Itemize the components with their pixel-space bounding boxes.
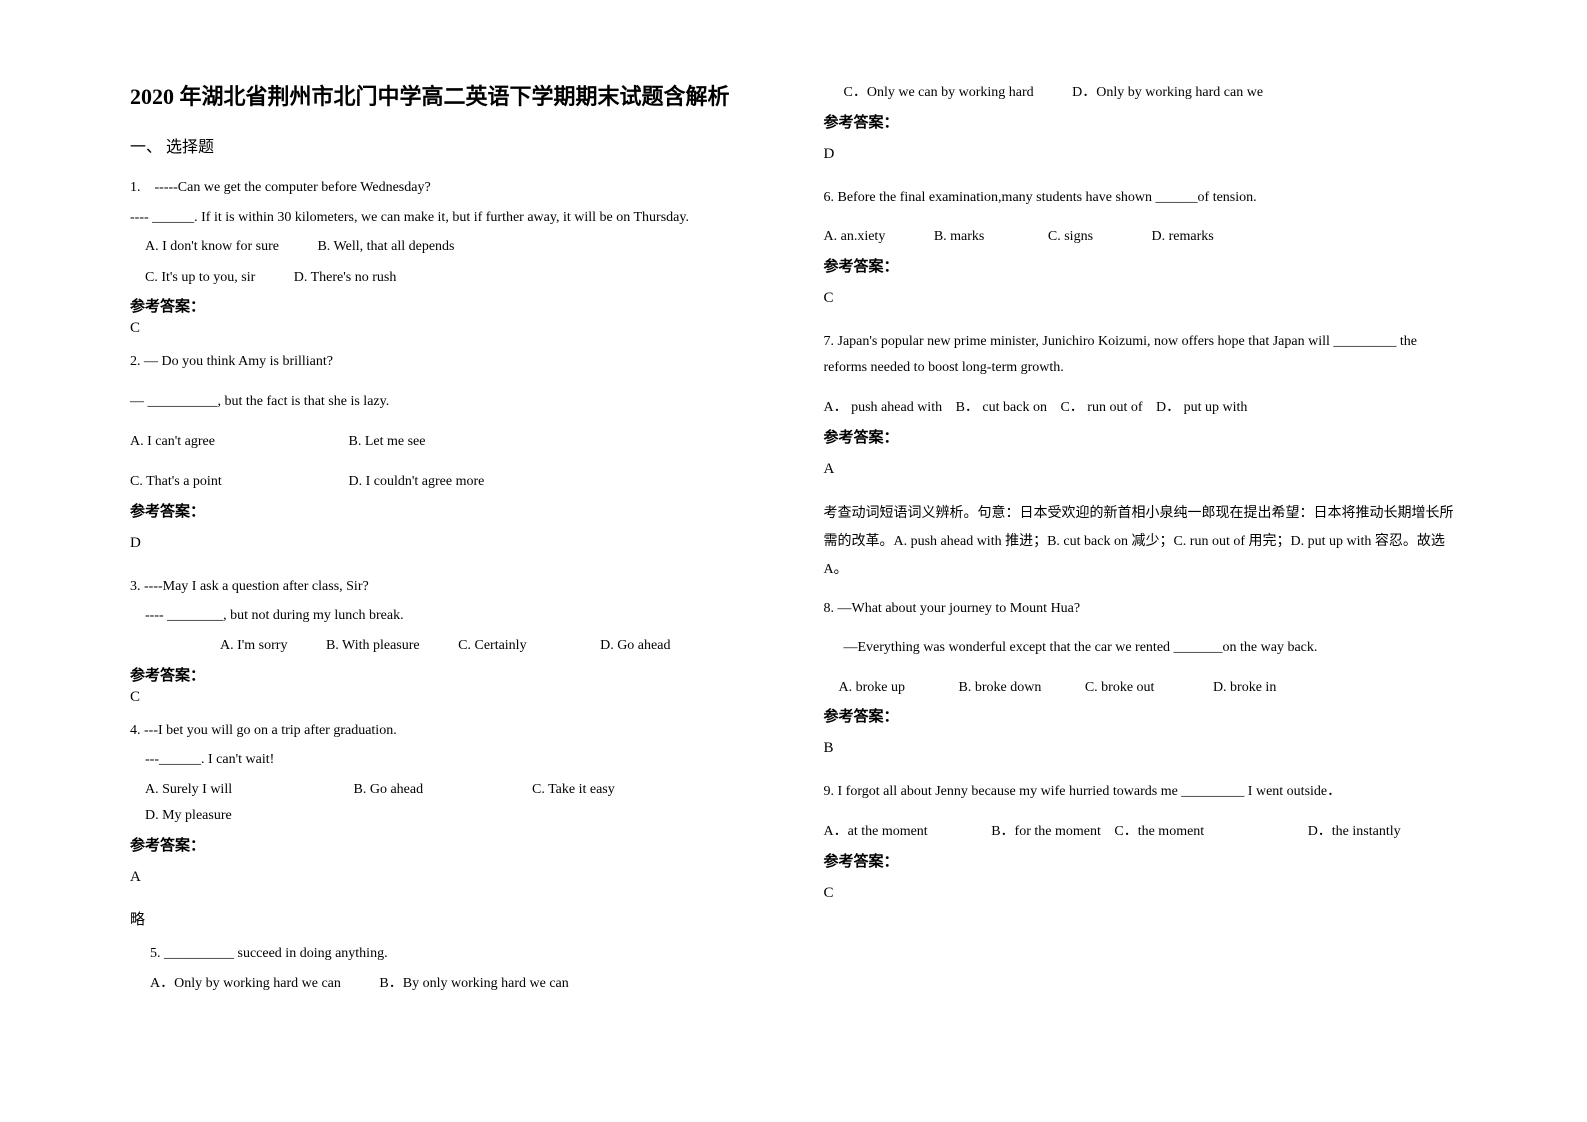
options-row: A. I can't agree B. Let me see [130,429,764,456]
option-b: B. Let me see [349,429,426,456]
options-row: A. I'm sorry B. With pleasure C. Certain… [130,633,764,660]
options-row: A. an.xiety B. marks C. signs D. remarks [824,224,1458,251]
answer-value: D [824,146,1458,163]
option-d: D. My pleasure [145,803,232,830]
option-d: D. I couldn't agree more [349,469,485,496]
question-6: 6. Before the final examination,many stu… [824,185,1458,212]
question-1-line2: ---- ______. If it is within 30 kilomete… [130,205,764,232]
option-a: A. broke up [839,675,906,702]
option-b: B. With pleasure [326,633,420,660]
option-b: B. marks [934,224,985,251]
question-4-line2: ---______. I can't wait! [130,747,764,774]
option-a: A．at the moment [824,819,928,846]
answer-value: C [130,320,764,337]
options-row: C. That's a point D. I couldn't agree mo… [130,469,764,496]
explanation: 考查动词短语词义辨析。句意：日本受欢迎的新首相小泉纯一郎现在提出希望：日本将推动… [824,500,1458,584]
option-a: A. Surely I will [145,777,315,804]
answer-label: 参考答案： [824,255,1458,276]
options-row: A. Surely I will B. Go ahead C. Take it … [130,777,764,830]
option-c: C. It's up to you, sir [145,265,255,292]
answer-value: C [130,689,764,706]
question-7: 7. Japan's popular new prime minister, J… [824,329,1458,382]
option-c: C. Certainly [458,633,526,660]
answer-value: C [824,885,1458,902]
options-row: A. broke up B. broke down C. broke out D… [824,675,1458,702]
question-1: 1. -----Can we get the computer before W… [130,175,764,202]
option-a: A. I'm sorry [220,633,287,660]
option-a: A. I can't agree [130,429,310,456]
option-d: D. broke in [1213,675,1276,702]
option-a: A． push ahead with [824,395,943,422]
option-d: D． put up with [1156,395,1247,422]
answer-value: C [824,290,1458,307]
option-c: C. That's a point [130,469,310,496]
option-c: C. broke out [1085,675,1155,702]
option-c: C． run out of [1060,395,1142,422]
option-b: B．By only working hard we can [379,971,568,998]
option-c: C．Only we can by working hard [844,80,1034,107]
question-5: 5. __________ succeed in doing anything. [130,941,764,968]
option-a: A．Only by working hard we can [150,971,341,998]
answer-label: 参考答案： [824,426,1458,447]
question-number: 1. [130,180,141,195]
question-8: 8. —What about your journey to Mount Hua… [824,596,1458,623]
option-c: C. Take it easy [532,777,682,804]
right-column: C．Only we can by working hard D．Only by … [794,80,1488,1082]
question-3: 3. ----May I ask a question after class,… [130,574,764,601]
section-header: 一、 选择题 [130,133,764,157]
option-d: D. Go ahead [600,633,670,660]
option-d: D．the instantly [1308,819,1401,846]
answer-label: 参考答案： [130,295,764,316]
option-b: B. broke down [959,675,1042,702]
question-8-line2: —Everything was wonderful except that th… [824,635,1458,662]
option-c: C．the moment [1114,819,1204,846]
answer-value: A [824,461,1458,478]
option-d: D. remarks [1152,224,1214,251]
answer-value: B [824,740,1458,757]
answer-label: 参考答案： [130,500,764,521]
option-c: C. signs [1048,224,1093,251]
question-2: 2. — Do you think Amy is brilliant? [130,349,764,376]
options-row: A. I don't know for sure B. Well, that a… [130,234,764,261]
option-a: A. an.xiety [824,224,886,251]
options-row: C．Only we can by working hard D．Only by … [824,80,1458,107]
question-text: -----Can we get the computer before Wedn… [155,180,431,195]
answer-label: 参考答案： [824,850,1458,871]
question-2-line2: — __________, but the fact is that she i… [130,389,764,416]
options-row: A． push ahead with B． cut back on C． run… [824,395,1458,422]
option-b: B．for the moment [991,819,1101,846]
option-a: A. I don't know for sure [145,234,279,261]
answer-value: D [130,535,764,552]
answer-label: 参考答案： [824,111,1458,132]
document-title: 2020 年湖北省荆州市北门中学高二英语下学期期末试题含解析 [130,80,764,113]
question-4: 4. ---I bet you will go on a trip after … [130,718,764,745]
option-b: B． cut back on [956,395,1047,422]
question-9: 9. I forgot all about Jenny because my w… [824,779,1458,806]
left-column: 2020 年湖北省荆州市北门中学高二英语下学期期末试题含解析 一、 选择题 1.… [100,80,794,1082]
question-3-line2: ---- ________, but not during my lunch b… [130,603,764,630]
answer-label: 参考答案： [130,664,764,685]
options-row: A．Only by working hard we can B．By only … [130,971,764,998]
options-row: A．at the moment B．for the moment C．the m… [824,819,1458,846]
options-row: C. It's up to you, sir D. There's no rus… [130,265,764,292]
option-b: B. Go ahead [354,777,494,804]
option-d: D．Only by working hard can we [1072,80,1263,107]
option-b: B. Well, that all depends [317,234,454,261]
explanation-brief: 略 [130,908,764,929]
answer-label: 参考答案： [824,705,1458,726]
answer-value: A [130,869,764,886]
answer-label: 参考答案： [130,834,764,855]
option-d: D. There's no rush [294,265,397,292]
